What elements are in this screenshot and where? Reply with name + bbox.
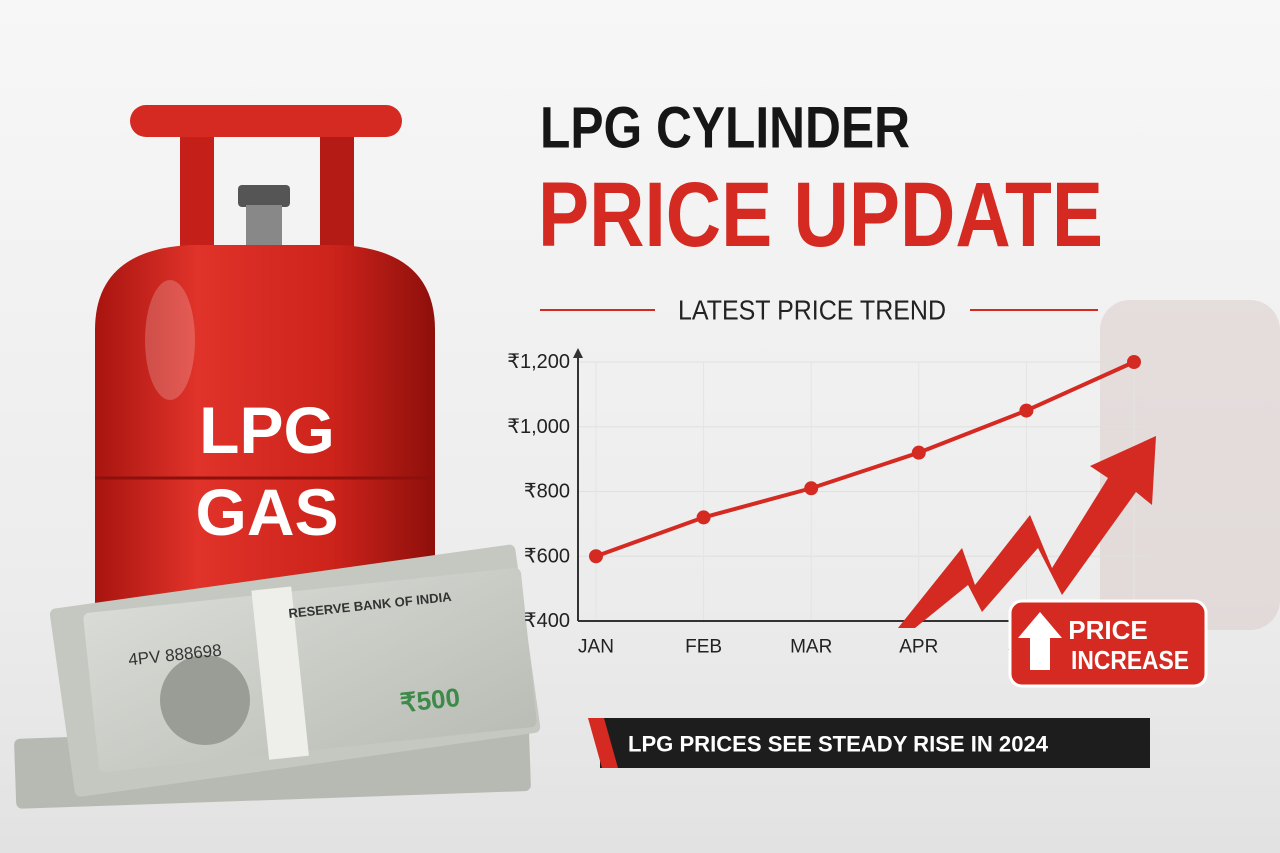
y-axis-arrow bbox=[573, 348, 583, 358]
cylinder-label: LPG bbox=[199, 393, 335, 467]
valve bbox=[246, 205, 282, 250]
x-tick-label: APR bbox=[899, 637, 938, 658]
data-point bbox=[1019, 403, 1034, 418]
y-tick-label: ₹800 bbox=[524, 481, 570, 503]
data-point bbox=[696, 510, 711, 525]
rising-arrow bbox=[898, 436, 1156, 628]
price-increase-badge: PRICE INCREASE bbox=[1008, 599, 1208, 688]
up-arrow-icon bbox=[1018, 612, 1062, 670]
portrait bbox=[160, 655, 250, 745]
x-tick-label: FEB bbox=[685, 637, 722, 658]
banknote-denomination: ₹500 bbox=[399, 682, 462, 718]
banner-bar bbox=[600, 718, 1150, 768]
y-tick-label: ₹600 bbox=[524, 545, 570, 567]
valve bbox=[238, 185, 290, 207]
handle bbox=[130, 105, 402, 137]
cylinder-body bbox=[95, 245, 435, 610]
y-tick-label: ₹400 bbox=[524, 610, 570, 632]
data-point bbox=[1127, 355, 1141, 369]
x-tick-label: JAN bbox=[578, 637, 614, 658]
blurred-cylinder bbox=[1100, 300, 1280, 630]
y-tick-label: ₹1,000 bbox=[507, 416, 570, 438]
badge-text: PRICE bbox=[1068, 615, 1147, 645]
band bbox=[251, 586, 309, 760]
badge-text: INCREASE bbox=[1071, 645, 1189, 675]
headline: PRICE UPDATE bbox=[538, 164, 1103, 266]
badge-box bbox=[1008, 599, 1208, 688]
data-point bbox=[589, 549, 603, 564]
highlight bbox=[145, 280, 195, 400]
data-point bbox=[911, 445, 926, 460]
headline: LPG CYLINDER bbox=[540, 96, 910, 161]
y-tick-label: ₹1,200 bbox=[507, 351, 570, 373]
banner: LPG PRICES SEE STEADY RISE IN 2024 bbox=[588, 718, 1150, 768]
cylinder-label: GAS bbox=[195, 475, 338, 549]
gas-cylinder: LPG GAS bbox=[95, 105, 435, 610]
x-tick-label: MAR bbox=[790, 637, 832, 658]
chart-title: LATEST PRICE TREND bbox=[678, 295, 946, 326]
chart: ₹400₹600₹800₹1,000₹1,200JANFEBMARAPRJUN bbox=[507, 348, 1150, 658]
data-point bbox=[804, 481, 819, 496]
price-line bbox=[595, 360, 1135, 559]
banner-text: LPG PRICES SEE STEADY RISE IN 2024 bbox=[628, 732, 1049, 757]
money-stack: RESERVE BANK OF INDIA 4PV 888698 ₹500 bbox=[14, 544, 541, 809]
banner-accent bbox=[588, 718, 618, 768]
